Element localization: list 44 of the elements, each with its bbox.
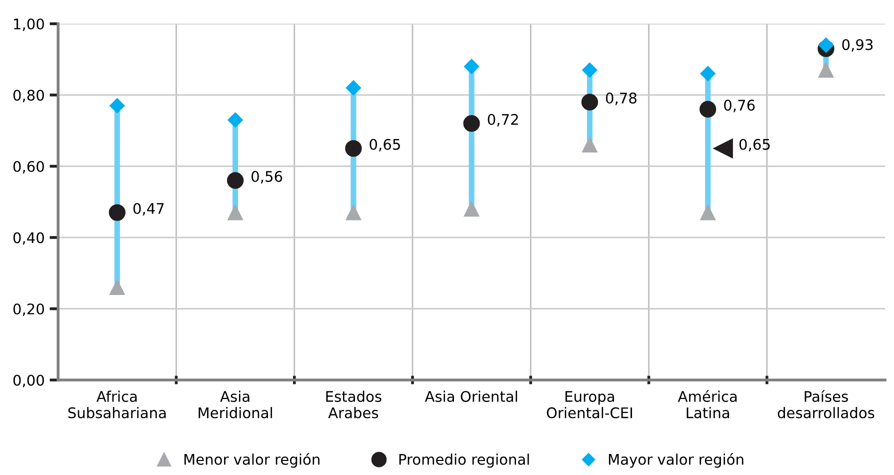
point	[226, 172, 244, 189]
point	[582, 137, 598, 153]
point	[228, 112, 243, 128]
point	[108, 204, 126, 221]
data-label: 0,47	[133, 202, 164, 216]
y-tick-label: 1,00	[14, 18, 44, 31]
point	[228, 204, 243, 220]
y-tick-label: 0,60	[13, 160, 44, 174]
point	[818, 62, 834, 78]
point	[464, 201, 480, 217]
data-label: 0,65	[739, 138, 770, 152]
legend-label: Mayor valor región	[608, 453, 744, 468]
data-label: 0,93	[842, 39, 873, 52]
legend-label: Menor valor región	[184, 453, 320, 468]
data-label: 0,78	[606, 92, 636, 106]
y-tick-label: 0,80	[13, 90, 44, 102]
point	[581, 94, 598, 110]
point	[110, 98, 125, 114]
x-tick-label: Países desarrollados	[778, 390, 874, 418]
x-tick-label: Estados Arabes	[326, 390, 382, 418]
point	[346, 80, 362, 96]
point	[464, 58, 480, 74]
x-tick-label: América Latina	[678, 390, 737, 418]
point	[700, 66, 716, 82]
y-tick-label: 0,20	[13, 303, 44, 316]
data-label: 0,76	[724, 100, 755, 112]
point	[346, 204, 362, 220]
point	[700, 204, 716, 220]
point	[818, 38, 834, 53]
point	[582, 62, 598, 78]
data-label: 0,65	[370, 138, 400, 152]
y-tick-label: 0,00	[13, 374, 44, 388]
legend-label: Promedio regional	[399, 454, 529, 468]
y-tick-label: 0,40	[13, 232, 44, 245]
x-tick-label: Europa Oriental-CEI	[546, 391, 632, 418]
point	[463, 115, 480, 132]
x-tick-label: Asia Oriental	[424, 390, 518, 402]
point	[700, 100, 716, 118]
point	[345, 140, 362, 157]
point	[110, 280, 125, 296]
data-label: 0,72	[488, 114, 518, 126]
x-tick-label: Africa Subsahariana	[68, 390, 166, 418]
data-label: 0,56	[252, 170, 282, 184]
x-tick-label: Asia Meridional	[198, 390, 272, 418]
